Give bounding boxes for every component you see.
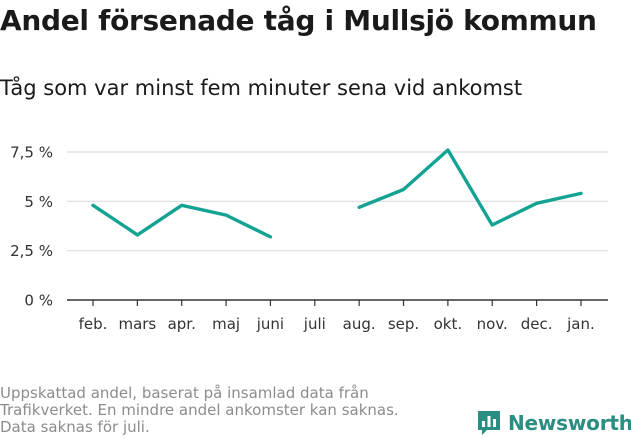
x-tick-label: feb. [79, 315, 108, 333]
x-axis [67, 299, 608, 306]
bar-chart-logo-icon [478, 411, 500, 435]
x-tick-label: maj [212, 315, 240, 333]
y-tick-label: 2,5 % [10, 242, 53, 260]
x-axis-tick-labels: feb. mars apr. maj juni juli aug. sep. okt. nov. d… [79, 315, 595, 333]
x-tick-label: juni [256, 315, 284, 333]
footnote-line: Uppskattad andel, baserat på insamlad da… [0, 384, 369, 402]
chart-subtitle: Tåg som var minst fem minuter sena vid a… [0, 76, 523, 100]
x-tick-label: dec. [521, 315, 553, 333]
footnote-line: Trafikverket. En mindre andel ankomster … [0, 401, 399, 419]
y-tick-label: 5 % [24, 193, 53, 211]
x-tick-label: juli [303, 315, 326, 333]
gridlines [67, 151, 608, 252]
series-line-segment [357, 148, 583, 227]
y-tick-label: 0 % [24, 292, 53, 310]
y-axis-tick-labels: 0 % 2,5 % 5 % 7,5 % [10, 144, 53, 310]
brand-name: Newsworthy [508, 411, 631, 435]
x-tick-label: nov. [477, 315, 508, 333]
footnote: Uppskattad andel, baserat på insamlad da… [0, 385, 440, 436]
brand-logo: Newsworthy [476, 408, 631, 438]
x-tick-label: mars [118, 315, 156, 333]
x-tick-label: apr. [168, 315, 196, 333]
y-tick-label: 7,5 % [10, 144, 53, 162]
x-tick-label: aug. [343, 315, 376, 333]
series-line-segment [91, 203, 273, 239]
line-chart: 0 % 2,5 % 5 % 7,5 % feb. mars apr. maj juni juli… [10, 144, 608, 333]
x-tick-label: jan. [566, 315, 595, 333]
series-line [91, 148, 583, 239]
footnote-line: Data saknas för juli. [0, 418, 150, 436]
x-tick-label: okt. [434, 315, 463, 333]
chart-title: Andel försenade tåg i Mullsjö kommun [0, 4, 597, 37]
x-tick-label: sep. [388, 315, 419, 333]
